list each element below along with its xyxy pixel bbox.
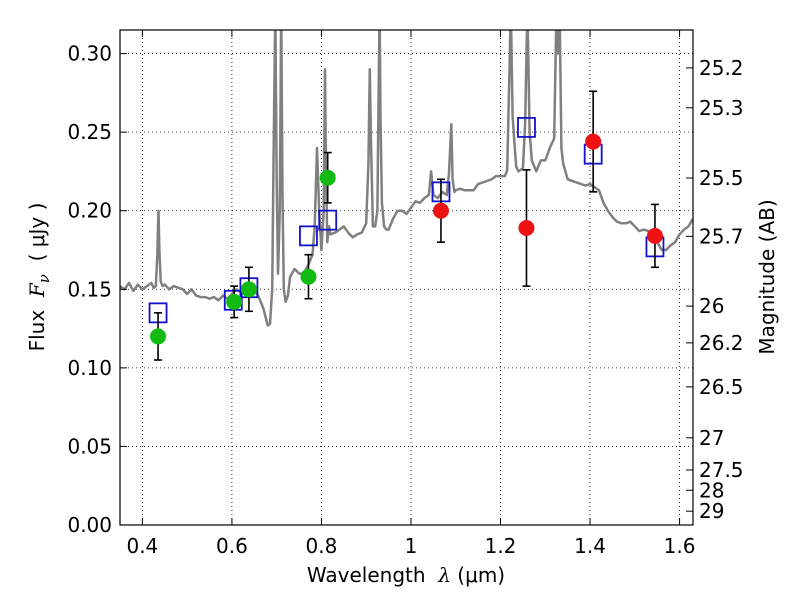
y-tick-label: 0.10: [67, 356, 112, 380]
mag-tick-label: 25.7: [699, 224, 744, 248]
photometry-point: [300, 268, 317, 285]
mag-tick-label: 26.2: [699, 331, 744, 355]
x-tick-label: 1.6: [664, 534, 696, 558]
y-tick-label: 0.30: [67, 42, 112, 66]
photometry-point: [240, 281, 257, 298]
mag-tick-label: 27.5: [699, 458, 744, 482]
x-tick-label: 0.8: [306, 534, 338, 558]
photometry-point: [432, 202, 449, 219]
photometry-point: [518, 220, 535, 236]
mag-tick-label: 25.2: [699, 56, 744, 80]
x-tick-label: 1.2: [485, 534, 517, 558]
photometry-points: [148, 90, 665, 361]
photometry-point: [226, 293, 243, 310]
photometry-point: [150, 328, 167, 345]
axis-ticks: 0.4 0.6 0.8 1 1.2 1.4 1.6 0.00 0.05 0.10 0.15 0.20 0…: [67, 30, 744, 558]
grid: [120, 30, 693, 526]
model-band-square: [318, 209, 338, 231]
x-tick-label: 0.4: [126, 534, 158, 558]
x-tick-label: 0.6: [216, 534, 248, 558]
mag-tick-label: 26.5: [699, 375, 744, 399]
photometry-point: [319, 169, 336, 186]
x-tick-label: 1.4: [574, 534, 606, 558]
mag-tick-label: 29: [699, 499, 724, 523]
mag-tick-label: 26: [699, 294, 724, 318]
x-axis-label: Wavelength λ (μm): [307, 563, 505, 587]
y2-axis-label: Magnitude (AB): [755, 199, 779, 354]
model-band-square: [517, 117, 536, 138]
photometry-point: [646, 227, 663, 244]
plot-frame: [119, 29, 694, 526]
mag-tick-label: 25.3: [699, 96, 744, 120]
x-tick-label: 1: [405, 534, 418, 558]
y-tick-label: 0.25: [67, 120, 112, 144]
mag-tick-label: 27: [699, 426, 724, 450]
photometry-point: [585, 133, 602, 150]
y-tick-label: 0.05: [67, 434, 112, 458]
model-spectrum: [120, 30, 693, 327]
y-tick-label: 0.20: [67, 199, 112, 223]
y-axis-label: Flux Fν ( μJy ): [25, 203, 53, 352]
mag-tick-label: 28: [699, 478, 724, 502]
y-tick-label: 0.15: [67, 277, 112, 301]
y-tick-label: 0.00: [67, 513, 112, 537]
mag-tick-label: 25.5: [699, 166, 744, 190]
model-band-square: [299, 225, 318, 247]
spectrum-line: [120, 30, 693, 327]
